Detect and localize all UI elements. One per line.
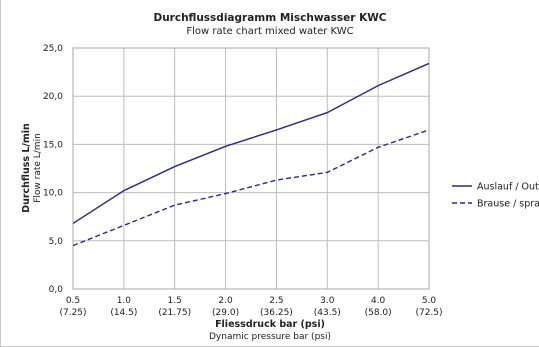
x-tick-label-psi: (21.75) <box>158 308 191 318</box>
y-tick-label: 15,0 <box>43 140 63 150</box>
legend-label: Auslauf / Outlet <box>477 182 539 193</box>
y-tick-label: 20,0 <box>43 92 63 102</box>
y-tick-label: 25,0 <box>43 44 63 54</box>
x-tick-label-psi: (36.25) <box>260 308 293 318</box>
x-axis-label: Fliessdruck bar (psi) <box>215 319 325 330</box>
x-tick-label: 0.5 <box>66 296 80 306</box>
x-tick-label: 3.0 <box>320 296 335 306</box>
x-tick-label-psi: (43.5) <box>314 308 341 318</box>
y-tick-label: 10,0 <box>43 189 63 199</box>
x-tick-label-psi: (29.0) <box>212 308 239 318</box>
y-tick-label: 0,0 <box>49 285 64 295</box>
legend-label: Brause / spray <box>477 199 539 210</box>
x-tick-label-psi: (58.0) <box>365 308 392 318</box>
plot-area-border <box>72 47 430 290</box>
x-axis-sublabel: Dynamic pressure bar (psi) <box>209 332 331 342</box>
y-axis-label: Durchfluss L/min <box>21 123 32 213</box>
y-tick-label: 5,0 <box>49 237 64 247</box>
x-tick-label: 1.0 <box>117 296 132 306</box>
x-tick-label-psi: (14.5) <box>110 308 137 318</box>
grid-lines <box>72 47 430 290</box>
series-line-2 <box>72 129 430 247</box>
chart-title: Durchflussdiagramm Mischwasser KWC <box>153 12 386 24</box>
x-tick-label: 2.0 <box>218 296 233 306</box>
x-tick-label: 2.5 <box>269 296 283 306</box>
chart-subtitle: Flow rate chart mixed water KWC <box>186 26 353 37</box>
x-tick-label: 1.5 <box>168 296 182 306</box>
y-axis-sublabel: Flow rate L/min <box>33 133 43 203</box>
x-axis-ticks: 0.5 (7.25) 1.0 (14.5) 1.5 (21.75) 2.0 (29.0) 2.5… <box>59 296 442 318</box>
y-axis-ticks: 0,0 5,0 10,0 15,0 20,0 25,0 <box>43 44 63 295</box>
x-tick-label: 4.0 <box>371 296 386 306</box>
x-tick-label-psi: (72.5) <box>415 308 442 318</box>
x-tick-label: 5.0 <box>422 296 437 306</box>
legend: Auslauf / Outlet Brause / spray <box>452 182 539 210</box>
series-lines <box>72 62 430 247</box>
series-line-1 <box>72 62 430 225</box>
x-tick-label-psi: (7.25) <box>59 308 86 318</box>
